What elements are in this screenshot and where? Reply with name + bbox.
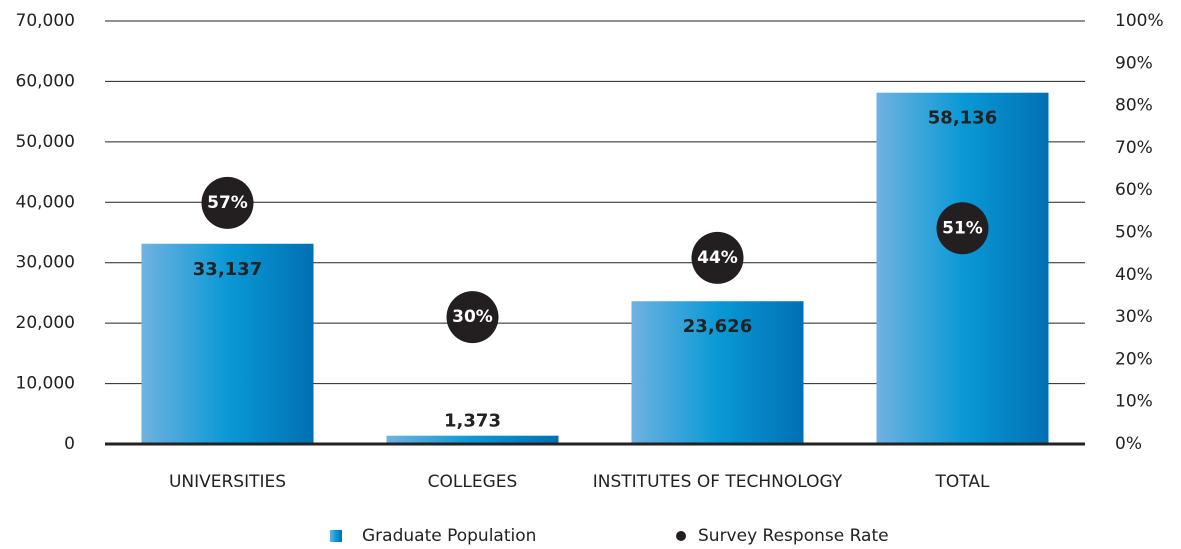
response-dot [936, 202, 989, 255]
response-dot [201, 176, 254, 229]
y-tick-label: 60,000 [16, 71, 75, 91]
y2-tick-label: 80% [1115, 96, 1153, 116]
y-tick-label: 10,000 [16, 374, 75, 394]
bar-value-label: 1,373 [444, 411, 501, 432]
bar-value-label: 33,137 [193, 259, 262, 280]
y2-tick-label: 100% [1115, 11, 1164, 31]
y2-tick-label: 60% [1115, 180, 1153, 200]
bar-value-label: 58,136 [928, 108, 997, 129]
y-tick-label: 70,000 [16, 11, 75, 31]
dot-value-label: 57% [207, 193, 248, 213]
y2-tick-label: 30% [1115, 307, 1153, 327]
response-dot [691, 231, 744, 284]
y2-tick-label: 10% [1115, 392, 1153, 412]
bar [141, 243, 314, 444]
y2-tick-label: 50% [1115, 223, 1153, 243]
y2-tick-label: 90% [1115, 53, 1153, 73]
y2-tick-label: 20% [1115, 349, 1153, 369]
y2-tick-label: 70% [1115, 138, 1153, 158]
y2-tick-label: 0% [1115, 434, 1142, 454]
y-tick-label: 50,000 [16, 132, 75, 152]
response-dot [446, 291, 499, 344]
legend-label: Survey Response Rate [698, 526, 889, 546]
legend-swatch [676, 531, 686, 541]
y-tick-label: 20,000 [16, 313, 75, 333]
bar [631, 301, 804, 444]
x-tick-label: INSTITUTES OF TECHNOLOGY [593, 472, 843, 492]
y-tick-label: 30,000 [16, 253, 75, 273]
dot-value-label: 44% [697, 248, 738, 268]
legend-label: Graduate Population [362, 526, 536, 546]
bar [876, 92, 1049, 445]
legend-swatch [330, 530, 342, 542]
y-tick-label: 40,000 [16, 192, 75, 212]
y2-tick-label: 40% [1115, 265, 1153, 285]
dot-value-label: 30% [452, 307, 493, 327]
x-tick-label: TOTAL [935, 472, 990, 492]
y-tick-label: 0 [64, 434, 75, 454]
x-tick-label: UNIVERSITIES [169, 472, 286, 492]
dot-value-label: 51% [942, 218, 983, 238]
bar [386, 435, 559, 444]
bar-value-label: 23,626 [683, 316, 752, 337]
x-tick-label: COLLEGES [428, 472, 518, 492]
